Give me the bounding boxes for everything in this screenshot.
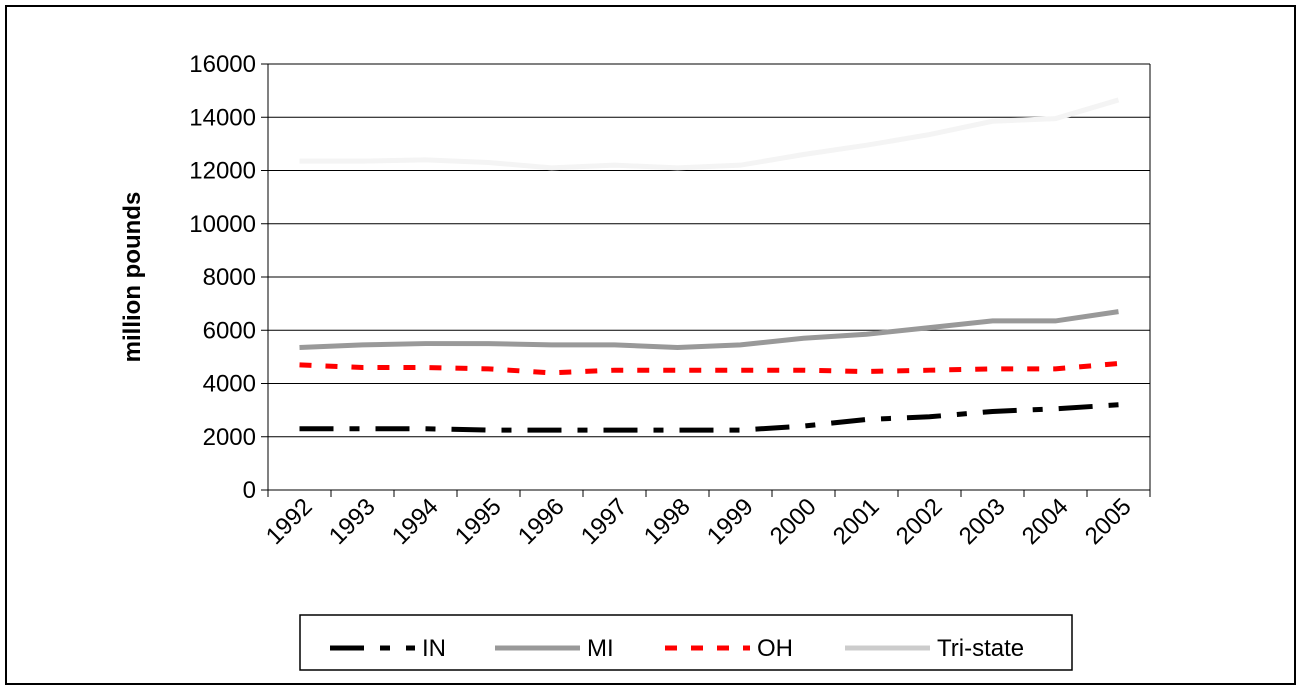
y-tick-label: 10000	[189, 211, 256, 238]
series-line	[299, 402, 1119, 433]
legend-label: Tri-state	[937, 635, 1024, 662]
y-tick-label: 12000	[189, 158, 256, 185]
series-line	[299, 361, 1119, 376]
series-line	[299, 97, 1120, 171]
series-line	[299, 309, 1119, 351]
y-tick-label: 0	[243, 477, 256, 504]
y-axis-label: million pounds	[119, 192, 146, 363]
y-tick-label: 4000	[203, 371, 256, 398]
legend-label: OH	[757, 635, 793, 662]
legend-label: MI	[587, 635, 614, 662]
y-tick-label: 8000	[203, 264, 256, 291]
y-tick-label: 16000	[189, 51, 256, 78]
y-tick-label: 2000	[203, 424, 256, 451]
y-tick-label: 14000	[189, 104, 256, 131]
legend	[299, 614, 1073, 671]
y-tick-label: 6000	[203, 317, 256, 344]
legend-label: IN	[422, 635, 446, 662]
